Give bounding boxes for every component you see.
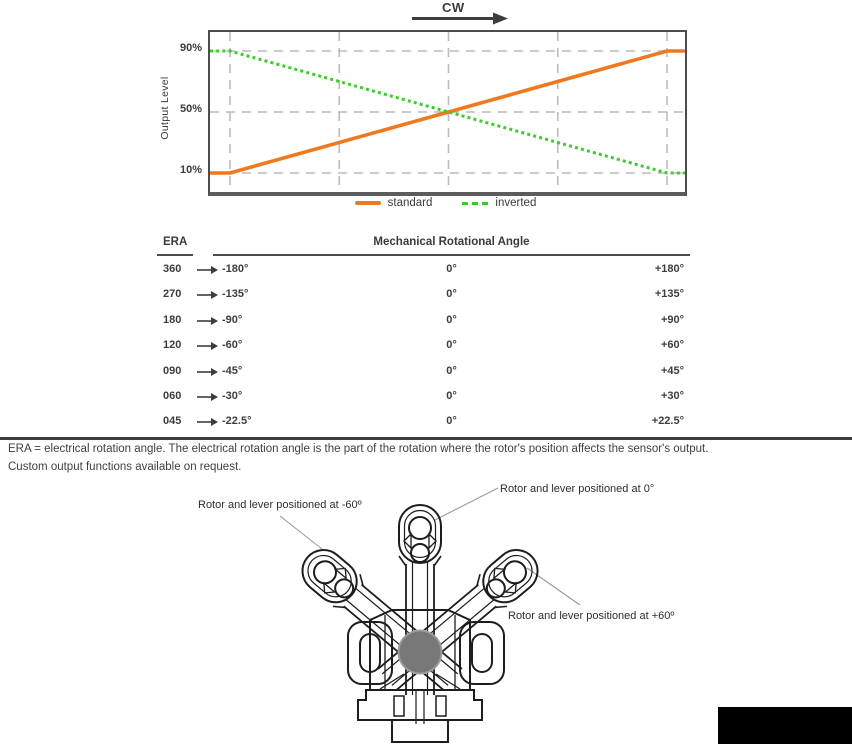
cw-arrow-icon xyxy=(412,12,508,25)
negative-angle-value: -30° xyxy=(222,389,243,402)
positive-angle-value: +45° xyxy=(660,364,684,377)
positive-angle-value: +30° xyxy=(660,389,684,402)
right-arrow-icon xyxy=(197,342,218,351)
chart-legend: standard inverted xyxy=(208,197,683,209)
table-row: 090 -45° 0° +45° xyxy=(157,359,690,384)
negative-angle-value: -135° xyxy=(222,288,249,301)
leader-lines xyxy=(279,487,581,606)
right-arrow-icon xyxy=(197,316,218,325)
era-value: 060 xyxy=(163,389,182,402)
right-arrow-icon xyxy=(197,392,218,401)
sensor-body xyxy=(347,609,505,743)
table-row: 360 -180° 0° +180° xyxy=(157,257,690,282)
table-row: 060 -30° 0° +30° xyxy=(157,384,690,409)
legend-label-standard: standard xyxy=(387,197,433,209)
table-row: 120 -60° 0° +60° xyxy=(157,333,690,358)
era-value: 360 xyxy=(163,263,182,275)
y-tick-label: 10% xyxy=(179,164,202,176)
custom-output-footnote: Custom output functions available on req… xyxy=(8,461,242,473)
output-level-chart xyxy=(208,30,687,196)
era-header-rule xyxy=(157,254,193,256)
era-value: 120 xyxy=(163,339,182,352)
era-value: 270 xyxy=(163,288,182,301)
negative-angle-value: -22.5° xyxy=(222,415,252,428)
rotor-circle xyxy=(397,629,443,675)
right-arrow-icon xyxy=(197,367,218,376)
angle-column-header: Mechanical Rotational Angle xyxy=(373,236,530,248)
era-value: 180 xyxy=(163,313,182,326)
era-footnote: ERA = electrical rotation angle. The ele… xyxy=(8,443,709,455)
negative-angle-value: -60° xyxy=(222,339,243,352)
legend-item-inverted: inverted xyxy=(462,197,536,209)
zero-angle-value: 0° xyxy=(446,339,457,352)
zero-angle-value: 0° xyxy=(446,288,457,301)
angle-header-rule xyxy=(213,254,690,256)
zero-angle-value: 0° xyxy=(446,415,457,428)
black-redaction-block xyxy=(718,707,852,744)
era-value: 045 xyxy=(163,415,182,428)
era-table-rows: 360 -180° 0° +180° 270 -135° 0° +135° 180 -90° 0° +… xyxy=(157,257,690,435)
chart-canvas xyxy=(210,32,685,192)
negative-angle-value: -45° xyxy=(222,364,243,377)
label-lever-pos60: Rotor and lever positioned at +60º xyxy=(508,610,675,622)
table-row: 045 -22.5° 0° +22.5° xyxy=(157,409,690,434)
standard-line-swatch xyxy=(354,201,381,205)
right-arrow-icon xyxy=(197,291,218,300)
y-tick-label: 50% xyxy=(179,103,202,115)
zero-angle-value: 0° xyxy=(446,263,457,275)
label-lever-neg60: Rotor and lever positioned at -60º xyxy=(198,499,362,511)
right-arrow-icon xyxy=(197,418,218,427)
lever-neg60 xyxy=(292,540,468,697)
legend-item-standard: standard xyxy=(354,197,433,209)
positive-angle-value: +180° xyxy=(654,263,684,275)
section-divider xyxy=(0,437,852,440)
cw-direction-label: CW xyxy=(442,0,465,15)
positive-angle-value: +135° xyxy=(654,288,684,301)
negative-angle-value: -90° xyxy=(222,313,243,326)
positive-angle-value: +60° xyxy=(660,339,684,352)
sensor-diagram xyxy=(279,487,581,743)
zero-angle-value: 0° xyxy=(446,389,457,402)
y-tick-label: 90% xyxy=(179,42,202,54)
era-column-header: ERA xyxy=(163,236,188,248)
era-value: 090 xyxy=(163,364,182,377)
table-row: 180 -90° 0° +90° xyxy=(157,308,690,333)
table-row: 270 -135° 0° +135° xyxy=(157,282,690,307)
zero-angle-value: 0° xyxy=(446,364,457,377)
inverted-line-swatch xyxy=(462,201,489,205)
negative-angle-value: -180° xyxy=(222,263,249,275)
positive-angle-value: +22.5° xyxy=(651,415,684,428)
positive-angle-value: +90° xyxy=(660,313,684,326)
right-arrow-icon xyxy=(197,266,218,274)
label-lever-zero: Rotor and lever positioned at 0° xyxy=(500,483,655,495)
zero-angle-value: 0° xyxy=(446,313,457,326)
legend-label-inverted: inverted xyxy=(495,197,537,209)
